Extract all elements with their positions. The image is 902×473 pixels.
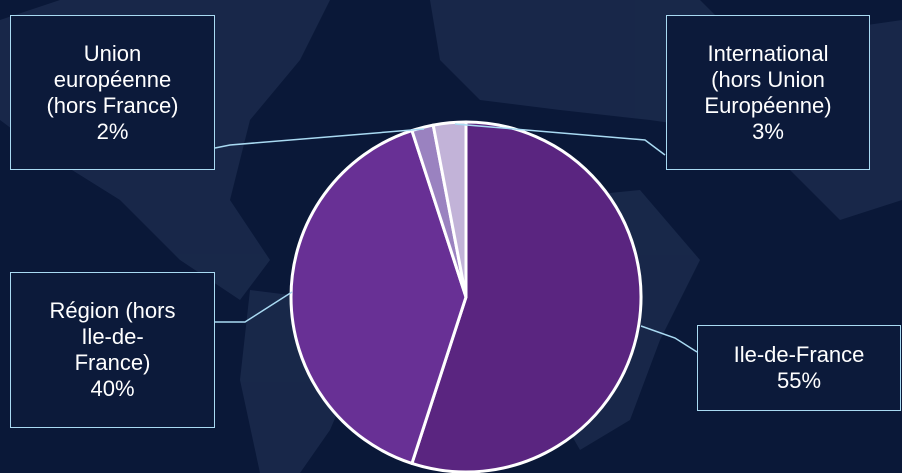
leader-line — [215, 291, 293, 323]
category-label: Ile-de-France — [733, 342, 865, 367]
pie-slice — [289, 129, 468, 465]
pie-slice — [410, 120, 643, 473]
category-label: Union européenne (hors France) — [46, 40, 179, 118]
value-label: 55% — [776, 368, 822, 393]
leader-line — [454, 123, 666, 156]
data-label: Ile-de-France 55% — [697, 325, 901, 411]
leader-lines — [214, 123, 698, 353]
data-label: Union européenne (hors France) 2% — [10, 15, 215, 170]
value-label: 2% — [96, 118, 129, 144]
leader-line — [214, 128, 425, 149]
leader-line — [640, 325, 698, 353]
data-label: International (hors Union Européenne) 3% — [666, 15, 870, 170]
category-label: International (hors Union Européenne) — [704, 40, 832, 118]
value-label: 3% — [752, 118, 784, 144]
value-label: 40% — [90, 376, 135, 401]
data-label: Région (hors Ile-de- France) 40% — [10, 272, 215, 428]
category-label: Région (hors Ile-de- France) — [49, 298, 176, 375]
pie — [289, 120, 643, 473]
pie-slice — [431, 120, 468, 299]
